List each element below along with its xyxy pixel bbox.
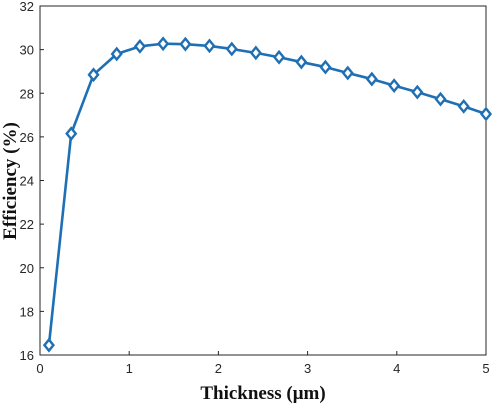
- x-axis: 0 1 2 3 4 5: [36, 351, 490, 376]
- data-point-marker: [457, 98, 470, 114]
- x-tick-label: 2: [215, 361, 222, 376]
- data-point-marker: [65, 126, 78, 141]
- y-tick-label: 16: [20, 348, 34, 363]
- y-axis: 16 18 20 22 24 26 28 30 32: [20, 0, 44, 363]
- y-tick-label: 26: [20, 130, 34, 145]
- data-point-marker: [225, 41, 238, 57]
- y-tick-label: 22: [20, 217, 34, 232]
- data-point-marker: [110, 46, 123, 62]
- data-point-marker: [133, 38, 146, 54]
- data-point-marker: [273, 49, 286, 65]
- data-point-marker: [411, 84, 424, 100]
- y-tick-label: 24: [20, 174, 34, 189]
- x-tick-label: 0: [36, 361, 43, 376]
- x-tick-label: 4: [393, 361, 400, 376]
- data-point-marker: [179, 36, 192, 52]
- data-point-marker: [42, 337, 55, 353]
- y-tick-label: 20: [20, 261, 34, 276]
- data-point-marker: [157, 36, 170, 52]
- data-point-marker: [434, 91, 447, 107]
- y-tick-label: 32: [20, 0, 34, 14]
- data-point-marker: [388, 78, 401, 94]
- series-markers: [42, 36, 493, 353]
- data-point-marker: [87, 67, 100, 83]
- y-axis-title: Efficiency (%): [0, 122, 21, 240]
- data-point-marker: [365, 71, 378, 87]
- x-tick-label: 1: [126, 361, 133, 376]
- data-point-marker: [295, 54, 308, 70]
- x-tick-label: 5: [482, 361, 489, 376]
- data-point-marker: [319, 59, 332, 75]
- y-tick-label: 18: [20, 304, 34, 319]
- data-point-marker: [341, 65, 354, 81]
- data-point-marker: [249, 45, 262, 61]
- y-tick-label: 30: [20, 43, 34, 58]
- plot-area: [39, 5, 487, 356]
- x-tick-label: 3: [304, 361, 311, 376]
- data-point-marker: [203, 38, 216, 54]
- y-tick-label: 28: [20, 86, 34, 101]
- x-axis-title: Thickness (μm): [200, 383, 325, 404]
- data-point-marker: [479, 106, 493, 122]
